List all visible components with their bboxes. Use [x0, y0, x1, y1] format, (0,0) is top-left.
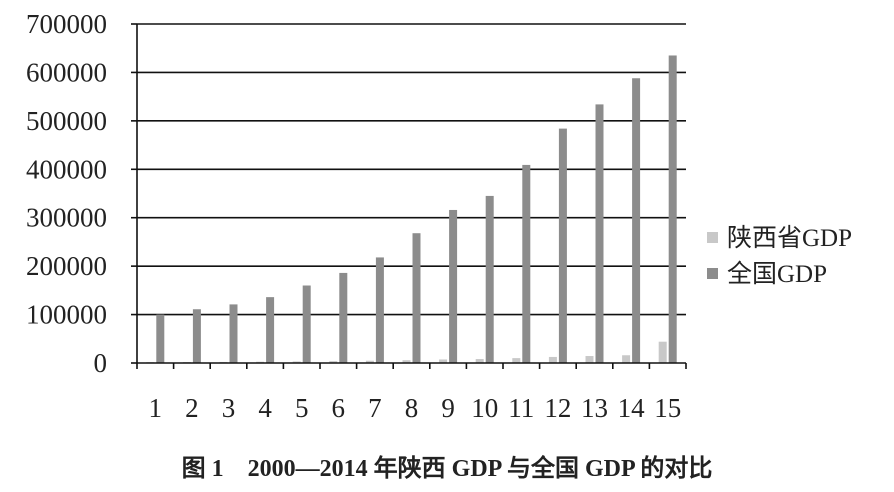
x-tick-label: 1 [149, 393, 163, 423]
national-gdp-bar [522, 164, 531, 363]
x-tick-label: 3 [222, 393, 236, 423]
national-gdp-bar [485, 195, 494, 363]
bar-chart: 0 100000 200000 300000 400000 500000 600000 700… [26, 9, 852, 423]
x-tick-label: 2 [185, 393, 199, 423]
legend-label: 全国GDP [727, 260, 827, 288]
gridlines [137, 23, 686, 316]
x-tick-label: 4 [258, 393, 272, 423]
figure-caption: 图 1 2000—2014 年陕西 GDP 与全国 GDP 的对比 [181, 456, 713, 482]
shaanxi-gdp-bar [439, 359, 448, 363]
axes [131, 23, 687, 369]
national-gdp-bar [192, 309, 201, 363]
x-tick-label: 10 [471, 393, 498, 423]
shaanxi-gdp-bar [512, 358, 521, 363]
y-tick-label: 200000 [26, 251, 107, 281]
shaanxi-gdp-bar [622, 355, 631, 363]
shaanxi-gdp-bar [402, 360, 411, 363]
national-gdp-bar [229, 304, 238, 363]
x-tick-label: 6 [332, 393, 346, 423]
legend-swatch [707, 268, 718, 279]
x-tick-label: 8 [405, 393, 419, 423]
national-gdp-bar [449, 209, 458, 363]
shaanxi-gdp-bar [585, 356, 594, 363]
shaanxi-gdp-bar [365, 360, 374, 363]
y-tick-label: 500000 [26, 106, 107, 136]
legend-label: 陕西省GDP [727, 224, 852, 252]
national-gdp-bar [595, 104, 604, 364]
x-tick-label: 14 [618, 393, 646, 423]
national-gdp-bar [668, 55, 677, 363]
x-tick-label: 5 [295, 393, 309, 423]
y-tick-label: 400000 [26, 154, 107, 184]
national-gdp-bar [266, 297, 275, 363]
legend: 陕西省GDP 全国GDP [707, 224, 852, 288]
national-gdp-bar [375, 257, 384, 363]
legend-swatch [707, 232, 718, 243]
national-gdp-bar [339, 272, 348, 363]
y-tick-label: 100000 [26, 300, 107, 330]
bars [146, 55, 677, 364]
national-gdp-bar [558, 128, 567, 363]
national-gdp-bar [632, 78, 641, 364]
national-gdp-bar [156, 314, 165, 363]
y-tick-label: 300000 [26, 203, 107, 233]
y-tick-label: 700000 [26, 9, 107, 39]
x-tick-label: 9 [441, 393, 455, 423]
shaanxi-gdp-bar [475, 359, 484, 363]
x-axis-ticks: 1 2 3 4 5 6 7 8 9 10 11 12 13 14 15 [149, 393, 682, 423]
shaanxi-gdp-bar [658, 341, 667, 363]
x-tick-label: 15 [654, 393, 681, 423]
national-gdp-bar [412, 233, 421, 363]
x-tick-label: 13 [581, 393, 608, 423]
shaanxi-gdp-bar [548, 356, 557, 363]
x-tick-label: 12 [544, 393, 571, 423]
national-gdp-bar [302, 285, 311, 363]
x-tick-label: 7 [368, 393, 382, 423]
shaanxi-gdp-bar [329, 361, 338, 363]
x-tick-label: 11 [508, 393, 534, 423]
y-tick-label: 0 [94, 348, 108, 378]
y-tick-label: 600000 [26, 57, 107, 87]
y-axis-ticks: 0 100000 200000 300000 400000 500000 600000 700… [26, 9, 107, 378]
